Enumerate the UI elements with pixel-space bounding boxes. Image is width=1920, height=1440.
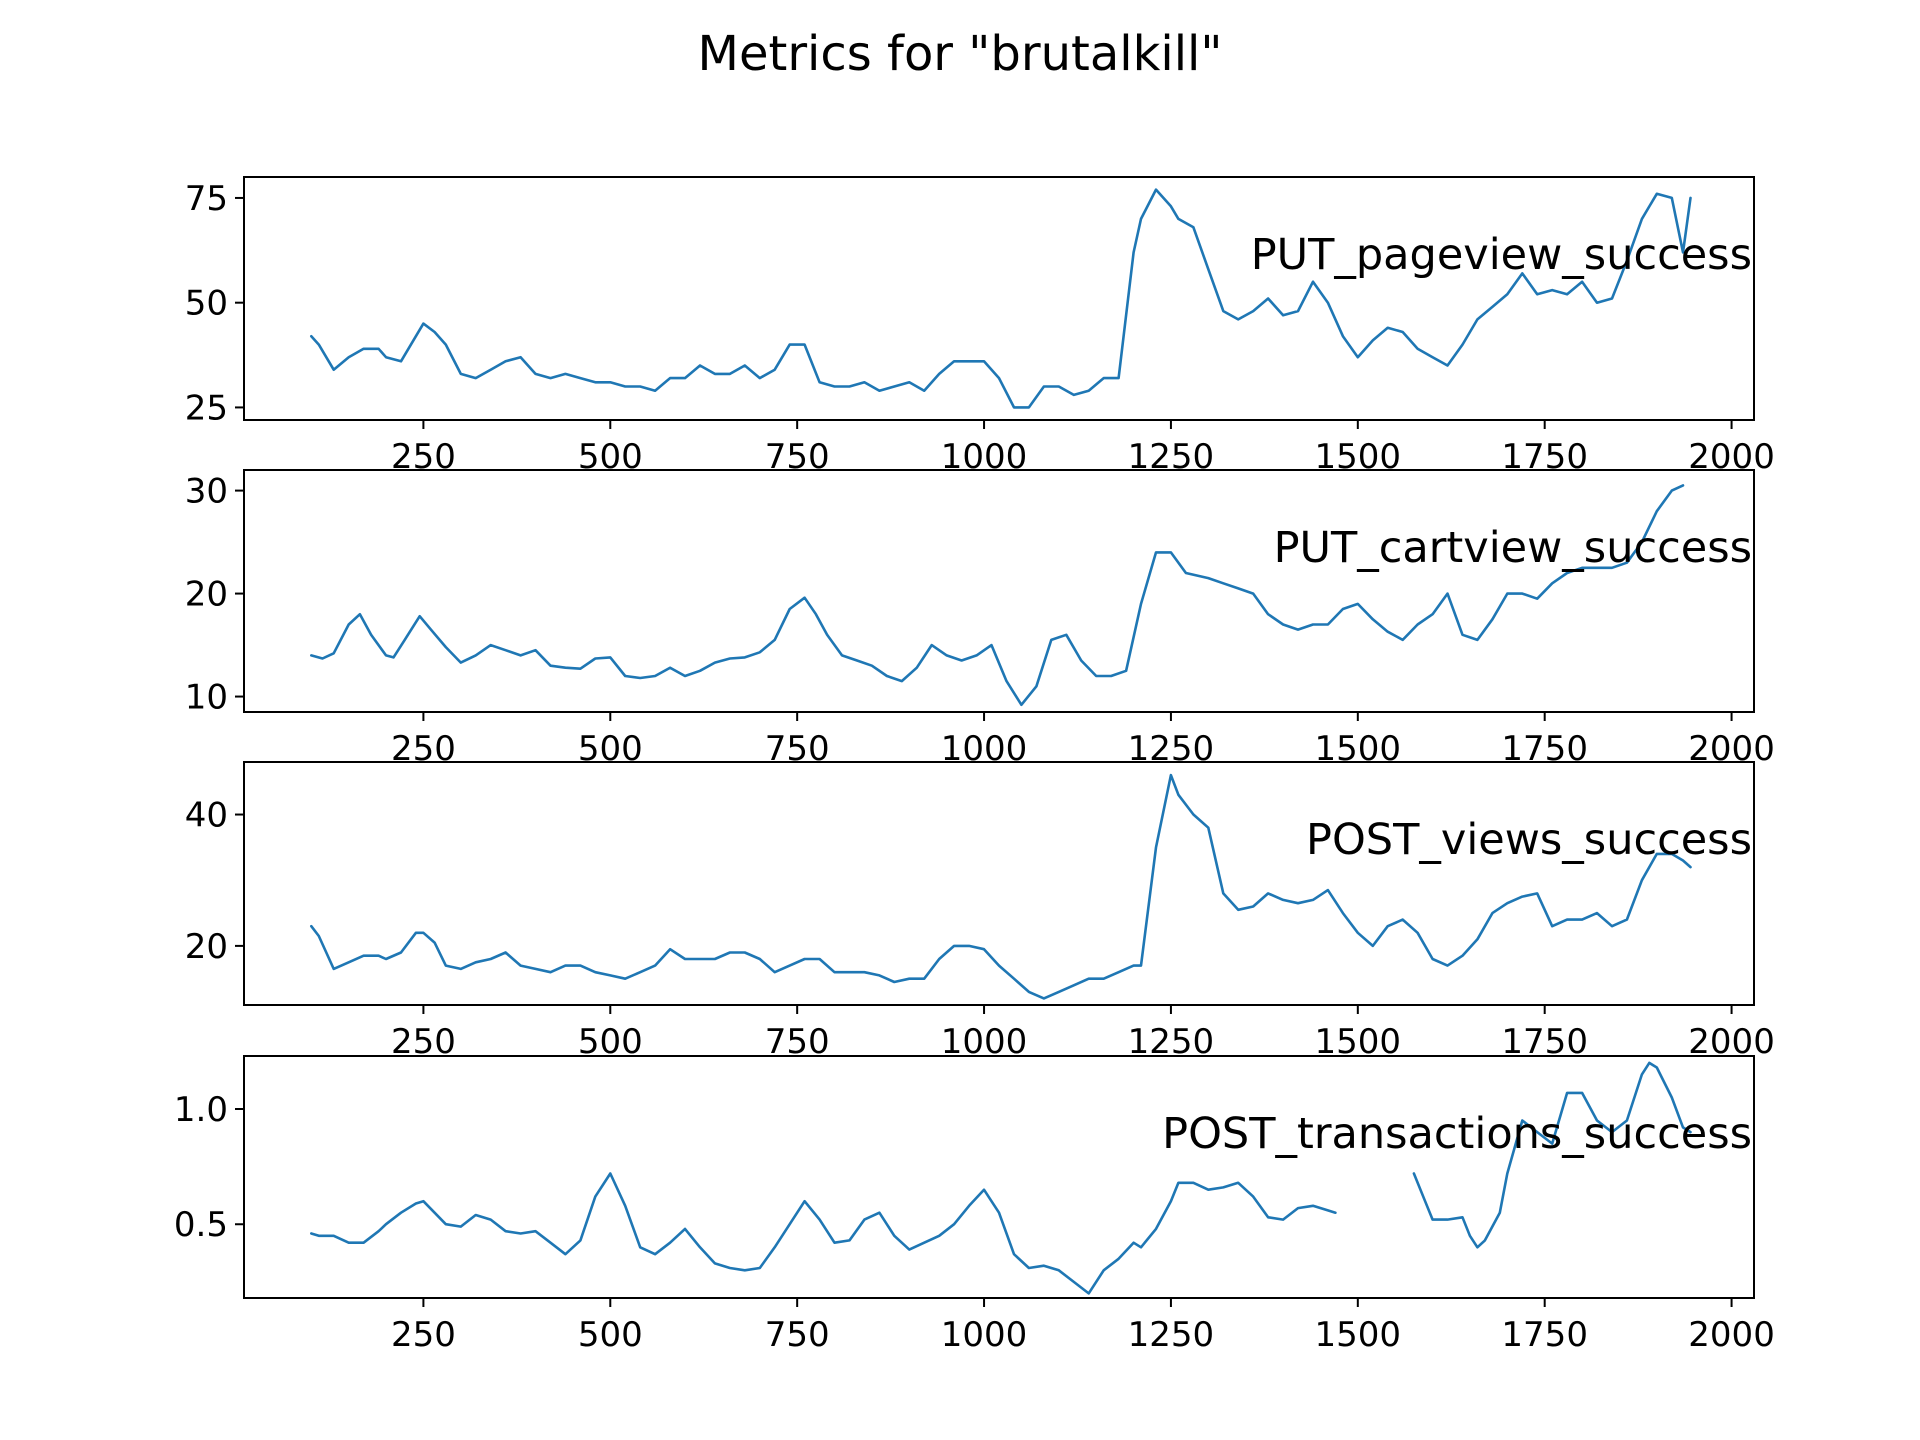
y-tick-label: 30 (185, 472, 228, 512)
series-line-4-seg2 (1412, 1061, 1692, 1249)
axes-frame (243, 1055, 1755, 1299)
y-tick-label: 10 (185, 678, 228, 718)
axes-frame (243, 176, 1755, 421)
series-line-3 (310, 773, 1692, 1000)
x-tick-label: 1500 (1315, 1315, 1402, 1355)
y-tick-label: 20 (185, 575, 228, 615)
x-tick-label: 750 (765, 1315, 830, 1355)
chart-title: Metrics for "brutalkill" (698, 26, 1223, 82)
y-tick-label: 0.5 (174, 1205, 228, 1245)
subplot-4: 250 500 750 1000 1250 1500 1750 2000 0.5 1.0 POST_… (174, 1055, 1775, 1355)
y-tick-label: 50 (185, 284, 228, 324)
axes-frame (243, 761, 1755, 1006)
x-tick-label: 1750 (1501, 1315, 1588, 1355)
x-tick-label: 1000 (941, 1315, 1028, 1355)
subplot-annotation: PUT_pageview_success (1251, 230, 1752, 280)
subplots-group: 250 500 750 1000 1250 1500 1750 2000 25 50 75 PUT_p… (174, 176, 1775, 1355)
y-tick-label: 75 (185, 179, 228, 219)
y-tick-label: 25 (185, 388, 228, 428)
y-tick-label: 1.0 (174, 1090, 228, 1130)
y-tick-label: 20 (185, 927, 228, 967)
x-tick-label: 2000 (1688, 1315, 1775, 1355)
subplot-annotation: PUT_cartview_success (1274, 523, 1752, 573)
axes-frame (243, 469, 1755, 713)
y-tick-label: 40 (185, 796, 228, 836)
x-tick-label: 500 (578, 1315, 643, 1355)
subplot-annotation: POST_transactions_success (1162, 1109, 1752, 1159)
subplot-annotation: POST_views_success (1306, 815, 1752, 865)
x-tick-label: 250 (391, 1315, 456, 1355)
series-line-4-seg1 (310, 1172, 1337, 1295)
series-line-2 (310, 484, 1685, 707)
x-tick-label: 1250 (1128, 1315, 1215, 1355)
series-line-1 (310, 188, 1692, 409)
